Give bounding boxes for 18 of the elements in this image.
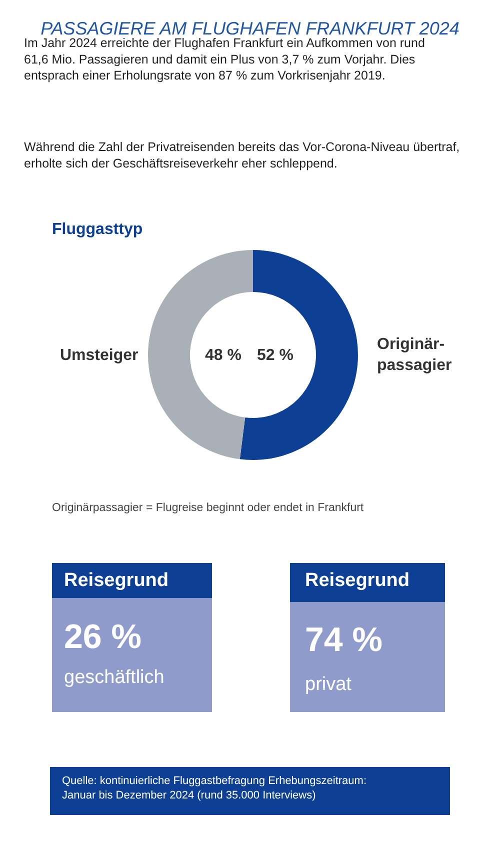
text: Reisegrund [64,570,169,591]
chart-subtitle: Fluggasttyp [52,221,143,238]
text: Im Jahr 2024 erreichte der Flughafen Frankfurt ein Aufkommen von rund 61,6 Mio. Passagieren und damit ein Plus von 3,7 % zum Vorjahr. Dies entsprach einer Erholungsrate von 87 % zum Vorkrisenjahr 2019. [24,36,425,82]
donut-slice [148,250,253,460]
text: geschäftlich [64,667,164,688]
text: Während die Zahl der Privatreisenden bereits das Vor-Corona-Niveau übertraf, erholte sich der Geschäftsreiseverkehr eher schleppend. [24,140,460,170]
text: 26 % [64,618,142,656]
donut-slice [240,250,358,460]
chart-title: PASSAGIERE AM FLUGHAFEN FRANKFURT 2024 [40,18,460,38]
text: privat [305,674,352,695]
slice-label: Originär- passagier [377,336,452,374]
text: Reisegrund [305,570,410,591]
data-label: 48 % [205,347,242,364]
text: Originärpassagier = Flugreise beginnt oder endet in Frankfurt [52,502,364,514]
slice-label: Umsteiger [60,347,138,364]
text: 74 % [305,621,382,659]
data-label: 52 % [257,347,294,364]
source-note: Quelle: kontinuierliche Fluggastbefragung Erhebungszeitraum: Januar bis Dezember 2024 (rund 35.000 Interviews) [62,775,367,802]
